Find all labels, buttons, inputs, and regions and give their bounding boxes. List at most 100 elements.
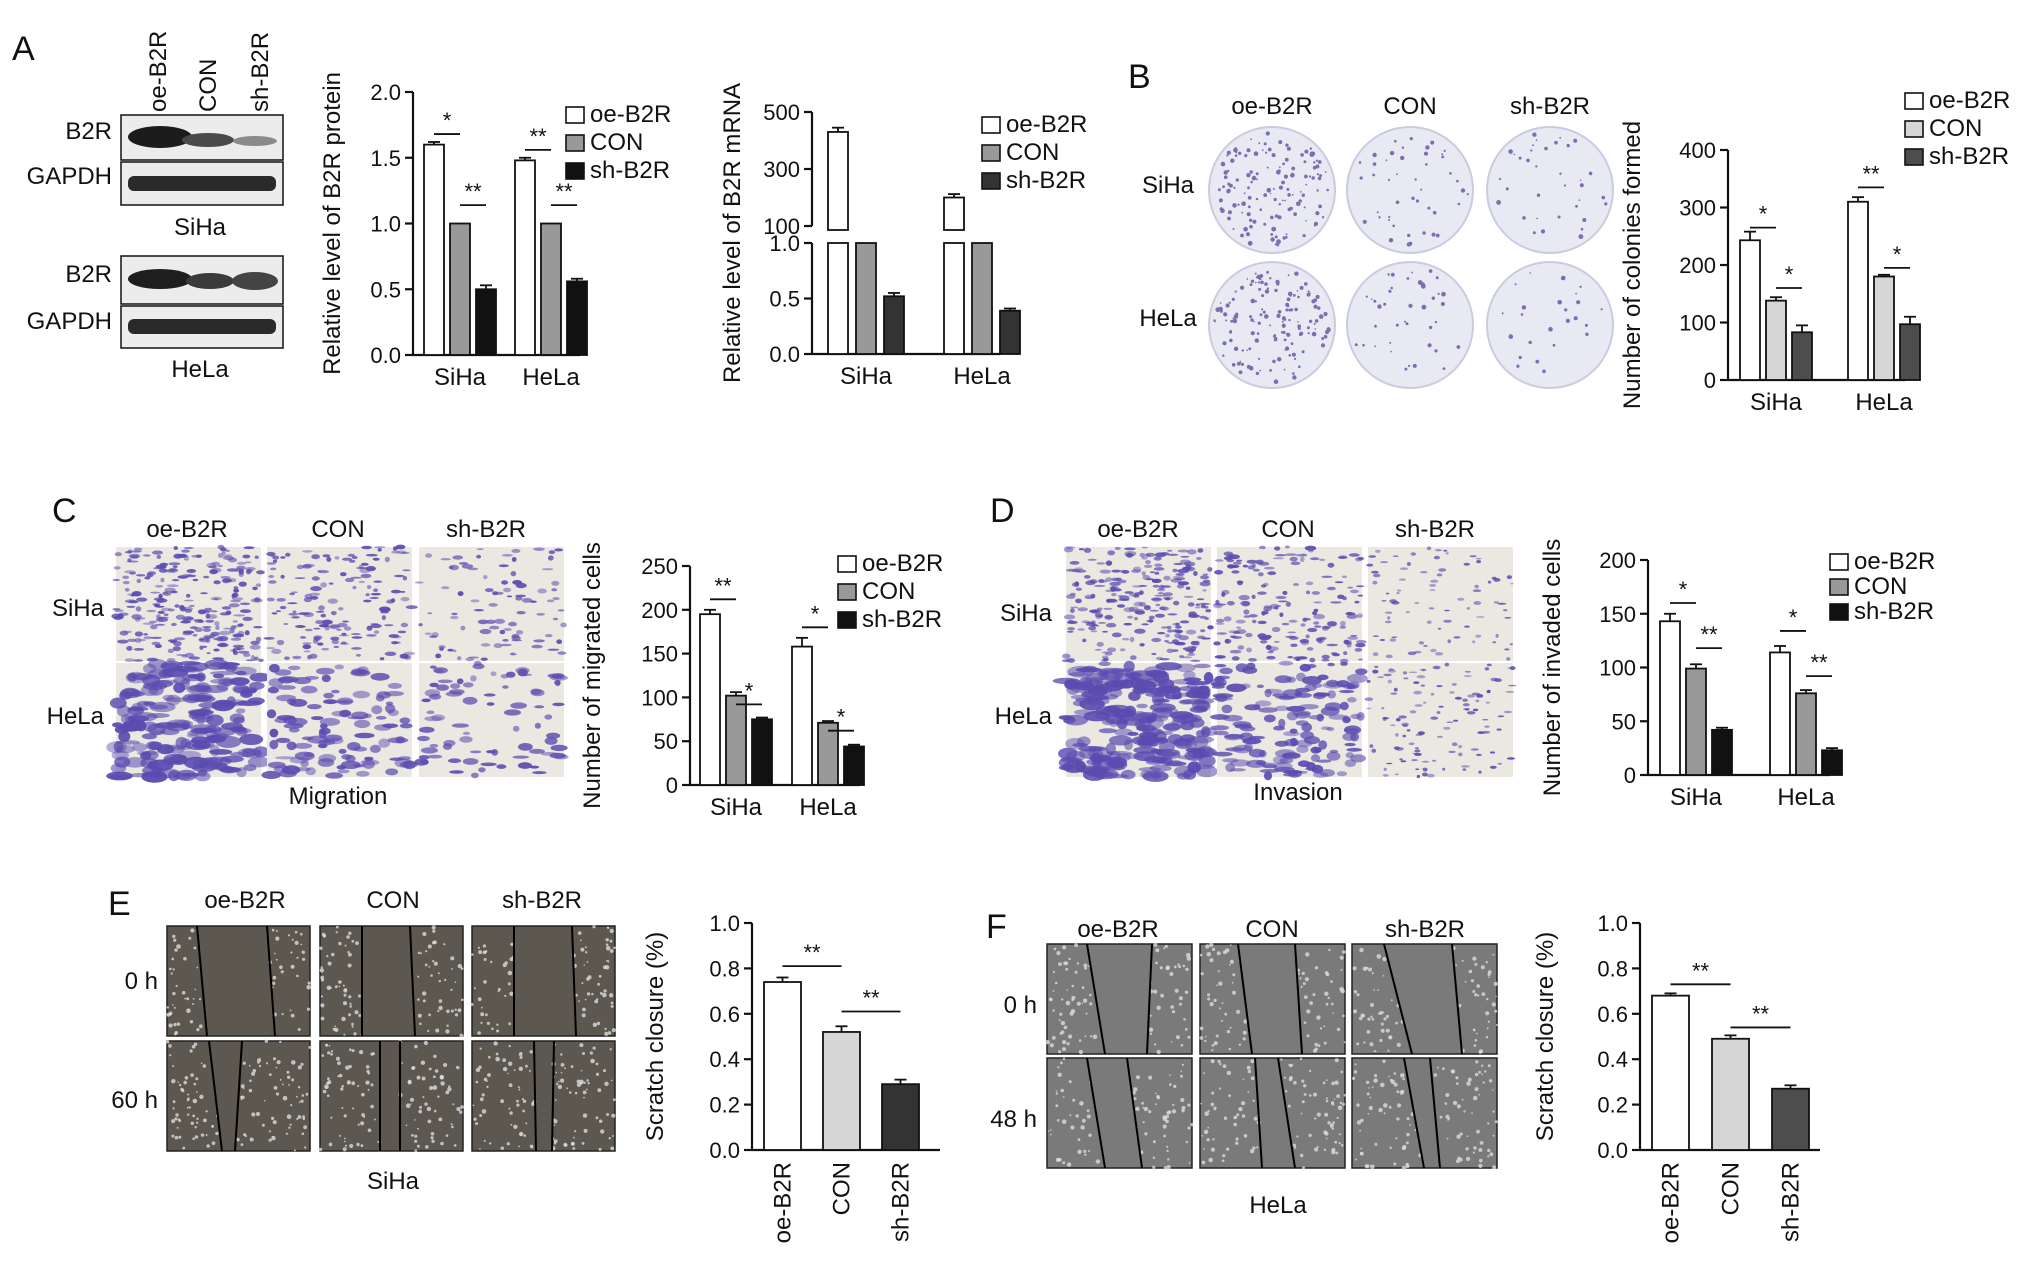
cell-speck bbox=[1213, 1106, 1217, 1110]
cell-speck bbox=[367, 1128, 372, 1133]
stained-cell bbox=[1214, 570, 1224, 575]
colony-dot bbox=[1283, 338, 1287, 342]
colony-dot bbox=[1233, 186, 1236, 189]
cell-speck bbox=[460, 1105, 464, 1109]
panel-letter-f: F bbox=[986, 908, 1007, 946]
cell-speck bbox=[289, 1009, 292, 1012]
stained-cell bbox=[309, 653, 318, 659]
stained-cell bbox=[1347, 586, 1354, 589]
cell-speck bbox=[525, 1064, 528, 1068]
cell-speck bbox=[497, 987, 501, 991]
significance-mark: ** bbox=[803, 940, 821, 965]
colony-dot bbox=[1291, 352, 1296, 357]
cell-speck bbox=[1072, 1098, 1076, 1102]
stained-cell bbox=[547, 648, 560, 651]
stained-cell bbox=[1327, 690, 1336, 699]
cell-speck bbox=[1304, 977, 1309, 982]
bar bbox=[1659, 620, 1681, 776]
stained-cell bbox=[1415, 768, 1420, 770]
stained-cell bbox=[1175, 663, 1196, 673]
stained-cell bbox=[1494, 678, 1502, 682]
stained-cell bbox=[449, 689, 465, 695]
cell-speck bbox=[351, 1025, 354, 1028]
stained-cell bbox=[1167, 613, 1178, 616]
stained-cell bbox=[1462, 703, 1470, 707]
colony-dot bbox=[1220, 161, 1226, 167]
x-tick-label: HeLa bbox=[953, 363, 1011, 390]
stained-cell bbox=[1236, 559, 1243, 562]
stained-cell bbox=[502, 685, 509, 689]
cell-speck bbox=[1330, 980, 1333, 983]
stained-cell bbox=[141, 771, 168, 783]
cell-speck bbox=[177, 1081, 179, 1083]
cell-speck bbox=[1066, 989, 1068, 991]
cell-speck bbox=[1312, 993, 1316, 997]
cell-speck bbox=[586, 977, 590, 981]
cell-speck bbox=[1083, 963, 1088, 968]
stained-cell bbox=[504, 709, 521, 716]
stained-cell bbox=[213, 598, 219, 601]
cell-speck bbox=[1050, 1129, 1052, 1131]
colony-dot bbox=[1395, 323, 1399, 327]
bar bbox=[791, 645, 813, 786]
stained-cell bbox=[289, 592, 295, 596]
cell-speck bbox=[1152, 1165, 1156, 1169]
stained-cell bbox=[1312, 611, 1318, 616]
stained-cell bbox=[452, 649, 457, 653]
colony-dot bbox=[1241, 201, 1246, 206]
significance-mark: * bbox=[745, 678, 754, 703]
y-tick-label: 0.4 bbox=[709, 1047, 740, 1072]
stained-cell bbox=[1413, 681, 1420, 684]
cell-speck bbox=[1256, 1146, 1259, 1149]
stained-cell bbox=[266, 562, 276, 565]
cell-speck bbox=[1207, 1126, 1210, 1129]
stained-cell bbox=[1293, 656, 1303, 660]
colony-dot bbox=[1298, 365, 1301, 369]
stained-cell bbox=[557, 609, 565, 612]
cell-speck bbox=[1209, 1002, 1214, 1007]
stained-cell bbox=[384, 556, 390, 563]
stained-cell bbox=[1453, 636, 1461, 639]
stained-cell bbox=[364, 756, 374, 761]
migration-col-label-con: CON bbox=[311, 516, 364, 543]
cell-speck bbox=[1323, 1148, 1327, 1152]
cell-speck bbox=[307, 981, 311, 985]
stained-cell bbox=[1222, 758, 1239, 763]
stained-cell bbox=[231, 593, 236, 599]
stained-cell bbox=[402, 575, 408, 581]
cell-speck bbox=[168, 1012, 172, 1016]
cell-speck bbox=[480, 1021, 483, 1024]
cell-speck bbox=[347, 1082, 350, 1085]
colony-dot bbox=[1227, 216, 1231, 221]
colony-dot bbox=[1273, 379, 1279, 385]
stained-cell bbox=[399, 717, 411, 724]
cell-speck bbox=[1205, 944, 1210, 949]
cell-speck bbox=[1060, 1088, 1064, 1093]
stained-cell bbox=[323, 699, 338, 705]
cell-speck bbox=[1343, 1094, 1347, 1097]
stained-cell bbox=[1178, 635, 1189, 641]
colony-dot bbox=[1316, 189, 1319, 192]
cell-speck bbox=[609, 949, 614, 953]
stained-cell bbox=[552, 617, 559, 621]
stained-cell bbox=[500, 643, 512, 647]
stained-cell bbox=[1243, 609, 1250, 615]
stained-cell bbox=[1366, 563, 1374, 567]
cell-speck bbox=[1210, 1102, 1215, 1107]
stained-cell bbox=[118, 612, 129, 616]
stained-cell bbox=[516, 611, 526, 615]
cell-speck bbox=[1303, 1084, 1307, 1088]
cell-speck bbox=[1084, 966, 1087, 970]
colony-dot bbox=[1557, 215, 1561, 219]
stained-cell bbox=[1374, 665, 1379, 669]
colony-dot bbox=[1362, 343, 1365, 347]
cell-speck bbox=[605, 965, 610, 970]
cell-speck bbox=[509, 957, 514, 962]
cell-speck bbox=[328, 1082, 330, 1085]
stained-cell bbox=[158, 617, 164, 621]
colony-dot bbox=[1262, 310, 1266, 314]
stained-cell bbox=[1123, 622, 1133, 626]
stained-cell bbox=[1063, 714, 1089, 726]
